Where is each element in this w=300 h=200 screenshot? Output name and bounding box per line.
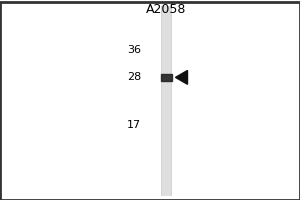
Text: 36: 36 — [127, 45, 141, 55]
Bar — [160, 74, 172, 81]
Text: 17: 17 — [127, 120, 141, 130]
Polygon shape — [176, 70, 188, 84]
Bar — [162, 6, 171, 196]
Text: A2058: A2058 — [146, 3, 187, 16]
Text: 28: 28 — [127, 72, 141, 82]
Bar — [160, 6, 172, 196]
